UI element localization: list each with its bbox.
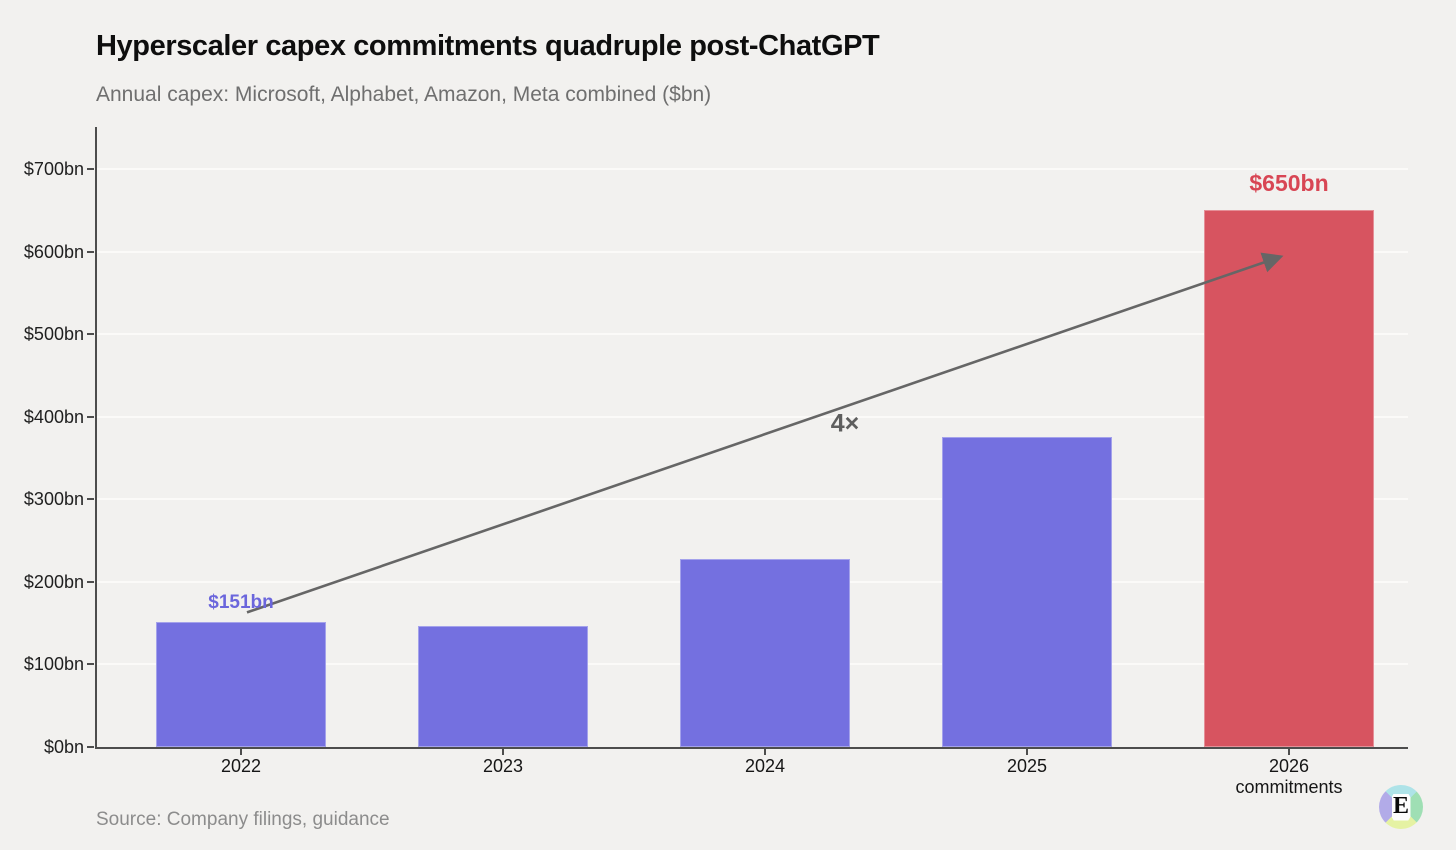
- y-tick-label: $600bn: [23, 241, 84, 262]
- y-tick-label: $400bn: [23, 406, 84, 427]
- y-tick-label: $700bn: [23, 159, 84, 179]
- y-tick-mark: [87, 580, 94, 583]
- x-tick-label-year: 2026: [1268, 756, 1310, 776]
- bar-value-label: $151bn: [208, 592, 274, 614]
- x-tick-label: 2024: [745, 756, 785, 777]
- x-axis-line: [95, 747, 1408, 749]
- x-tick-mark: [764, 749, 766, 755]
- source-note: Source: Company filings, guidance: [96, 809, 390, 830]
- brand-logo-icon: E: [1379, 785, 1423, 829]
- chart-subtitle: Annual capex: Microsoft, Alphabet, Amazo…: [96, 83, 712, 106]
- x-tick-label: 2025: [1007, 756, 1047, 777]
- bar-2023: [418, 626, 588, 747]
- y-tick-mark: [87, 498, 94, 501]
- brand-logo-letter: E: [1392, 793, 1409, 819]
- y-tick-mark: [87, 746, 94, 748]
- grid-line: [95, 168, 1408, 170]
- bar-value-label: $650bn: [1249, 170, 1329, 197]
- brand-logo-letter-box: E: [1391, 793, 1411, 821]
- bar-2025: [942, 437, 1112, 747]
- y-tick-mark: [87, 333, 94, 336]
- multiplier-label: 4×: [830, 409, 860, 438]
- x-tick-label-year: 2022: [220, 756, 262, 776]
- x-tick-label: 2023: [483, 756, 523, 777]
- x-tick-label-year: 2024: [744, 756, 786, 776]
- y-tick-mark: [87, 415, 94, 418]
- bar-2026: [1204, 210, 1374, 747]
- chart-title: Hyperscaler capex commitments quadruple …: [96, 30, 880, 62]
- x-tick-label-year: 2025: [1006, 756, 1048, 776]
- y-tick-mark: [87, 250, 94, 253]
- x-tick-mark: [502, 749, 504, 755]
- y-tick-label: $300bn: [23, 489, 84, 510]
- x-tick-label: 2026 commitments: [1235, 756, 1342, 798]
- y-tick-mark: [87, 168, 94, 170]
- bar-2022: [156, 622, 326, 747]
- x-tick-label-year: 2023: [482, 756, 524, 776]
- y-tick-label: $100bn: [23, 654, 84, 675]
- y-tick-mark: [87, 663, 94, 666]
- y-tick-label: $200bn: [23, 571, 84, 592]
- grid-line: [95, 250, 1408, 253]
- y-axis-line: [95, 127, 97, 749]
- x-tick-label: 2022: [221, 756, 261, 777]
- y-tick-label: $500bn: [23, 324, 84, 345]
- x-tick-mark: [1288, 749, 1290, 755]
- x-tick-mark: [240, 749, 242, 755]
- x-tick-label-sub: commitments: [1235, 777, 1343, 797]
- y-tick-label: $0bn: [43, 737, 84, 757]
- bar-2024: [680, 558, 850, 747]
- x-tick-mark: [1026, 749, 1028, 755]
